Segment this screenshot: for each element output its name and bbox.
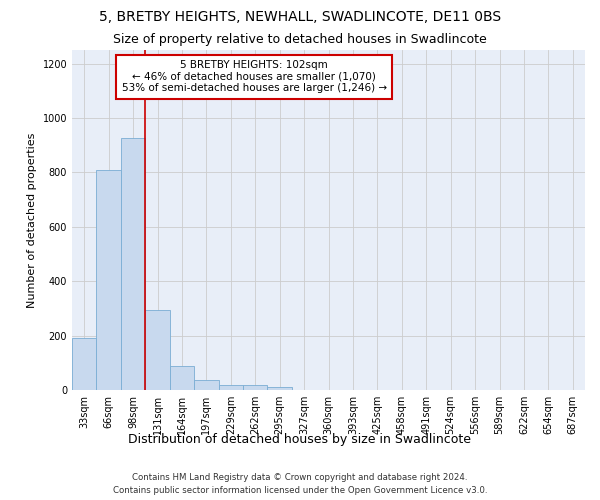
Bar: [170, 366, 194, 390]
Text: 5, BRETBY HEIGHTS, NEWHALL, SWADLINCOTE, DE11 0BS: 5, BRETBY HEIGHTS, NEWHALL, SWADLINCOTE,…: [99, 10, 501, 24]
Bar: [194, 380, 218, 390]
Bar: [121, 138, 145, 390]
Bar: [243, 386, 268, 390]
Bar: [145, 310, 170, 390]
Text: Contains HM Land Registry data © Crown copyright and database right 2024.: Contains HM Land Registry data © Crown c…: [132, 472, 468, 482]
Bar: [97, 170, 121, 390]
Bar: [72, 338, 97, 390]
Text: Contains public sector information licensed under the Open Government Licence v3: Contains public sector information licen…: [113, 486, 487, 495]
Y-axis label: Number of detached properties: Number of detached properties: [27, 132, 37, 308]
Bar: [268, 386, 292, 390]
Text: Distribution of detached houses by size in Swadlincote: Distribution of detached houses by size …: [128, 432, 472, 446]
Bar: [218, 384, 243, 390]
Text: Size of property relative to detached houses in Swadlincote: Size of property relative to detached ho…: [113, 32, 487, 46]
Text: 5 BRETBY HEIGHTS: 102sqm
← 46% of detached houses are smaller (1,070)
53% of sem: 5 BRETBY HEIGHTS: 102sqm ← 46% of detach…: [122, 60, 386, 94]
